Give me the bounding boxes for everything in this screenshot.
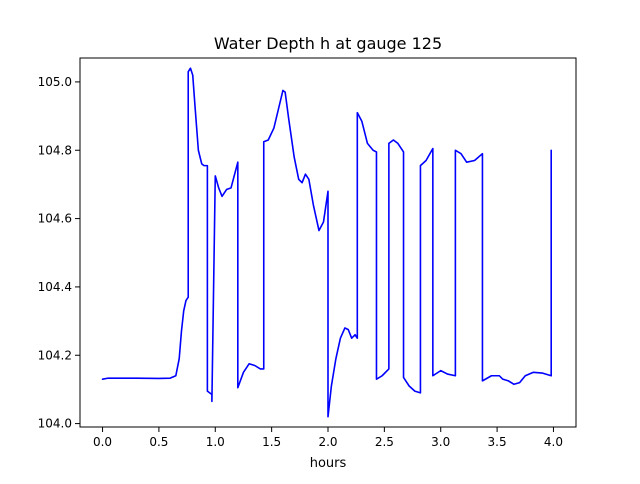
ticks-layer: 0.0 0.5 1.0 1.5 2.0 2.5 3.0 3.5 4.0 104.0 104.2 104… <box>38 75 563 449</box>
y-tick-label: 104.0 <box>38 417 72 431</box>
plot-frame <box>79 57 577 428</box>
series-line-0 <box>101 67 553 418</box>
x-tick-label: 3.0 <box>431 435 450 449</box>
series-layer <box>101 67 553 418</box>
x-tick-label: 4.0 <box>544 435 563 449</box>
x-tick-label: 3.5 <box>488 435 507 449</box>
x-tick-label: 0.5 <box>149 435 168 449</box>
y-tick-label: 104.8 <box>38 143 72 157</box>
y-tick-label: 105.0 <box>38 75 72 89</box>
y-tick-label: 104.4 <box>38 280 72 294</box>
x-tick-label: 0.0 <box>93 435 112 449</box>
x-tick-label: 2.0 <box>318 435 337 449</box>
chart-title: Water Depth h at gauge 125 <box>214 34 442 53</box>
x-axis-label: hours <box>310 456 347 471</box>
x-tick-label: 2.5 <box>375 435 394 449</box>
x-tick-label: 1.0 <box>206 435 225 449</box>
x-tick-label: 1.5 <box>262 435 281 449</box>
y-tick-label: 104.2 <box>38 348 72 362</box>
y-tick-label: 104.6 <box>38 212 72 226</box>
